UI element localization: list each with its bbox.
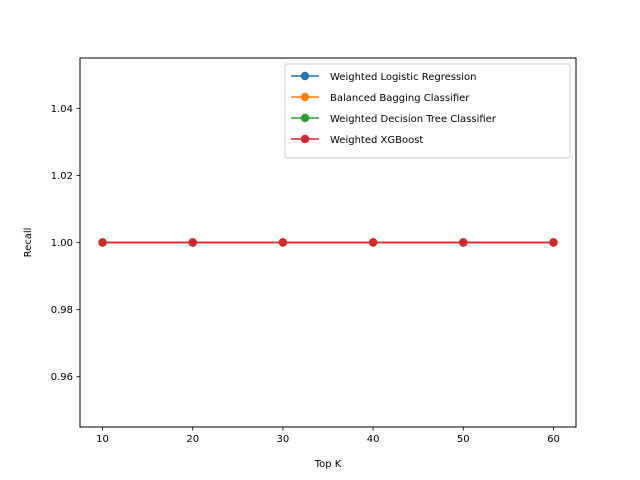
- y-tick-label: 0.98: [51, 305, 73, 316]
- legend-marker: [300, 71, 310, 81]
- x-axis-label: Top K: [314, 459, 342, 470]
- y-axis: 0.96 0.98 1.00 1.02 1.04: [51, 104, 80, 383]
- x-tick-label: 50: [457, 434, 470, 445]
- plot-markers: [98, 238, 558, 247]
- data-point: [368, 238, 378, 247]
- legend-marker: [300, 113, 310, 123]
- data-point: [278, 238, 288, 247]
- legend-label: Weighted XGBoost: [330, 135, 423, 146]
- legend-item: Weighted XGBoost: [291, 134, 423, 146]
- x-tick-label: 60: [547, 434, 560, 445]
- data-point: [459, 238, 468, 247]
- legend-marker: [300, 134, 310, 144]
- legend-marker: [300, 92, 310, 102]
- y-tick-label: 1.02: [51, 171, 73, 182]
- legend: Weighted Logistic Regression Balanced Bag…: [284, 63, 571, 159]
- data-point: [549, 238, 558, 247]
- y-tick-label: 0.96: [51, 372, 73, 383]
- data-point: [188, 238, 197, 247]
- y-tick-label: 1.00: [51, 238, 73, 249]
- legend-frame: [284, 63, 571, 159]
- legend-item: Balanced Bagging Classifier: [291, 92, 470, 104]
- x-tick-label: 30: [277, 434, 290, 445]
- x-tick-label: 40: [367, 434, 380, 445]
- legend-label: Balanced Bagging Classifier: [330, 93, 470, 104]
- legend-item: Weighted Logistic Regression: [291, 71, 476, 83]
- x-axis: 10 20 30 40 50 60: [96, 427, 560, 445]
- legend-label: Weighted Decision Tree Classifier: [330, 114, 497, 125]
- y-tick-label: 1.04: [51, 104, 73, 115]
- data-point: [98, 238, 107, 247]
- legend-item: Weighted Decision Tree Classifier: [291, 113, 497, 125]
- legend-label: Weighted Logistic Regression: [330, 72, 476, 83]
- x-tick-label: 10: [96, 434, 109, 445]
- y-axis-label: Recall: [23, 228, 34, 258]
- x-tick-label: 20: [186, 434, 199, 445]
